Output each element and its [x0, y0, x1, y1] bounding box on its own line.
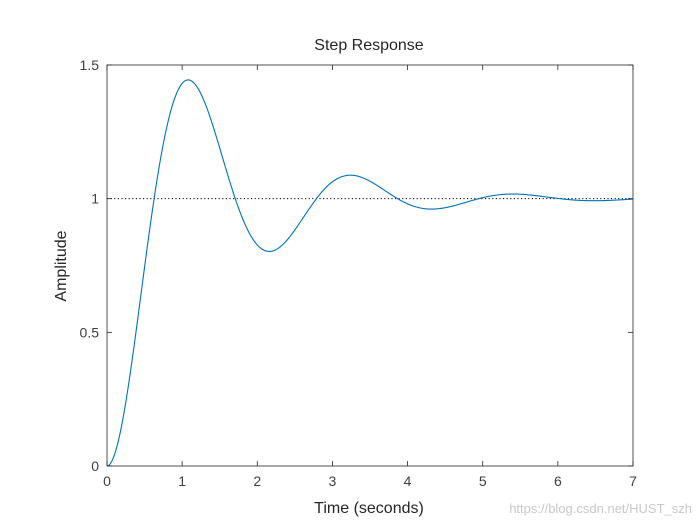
y-axis-label: Amplitude [53, 230, 70, 301]
axes-box [106, 64, 634, 467]
step-response-line [106, 79, 634, 467]
x-tick-label: 1 [178, 473, 186, 489]
watermark-text: https://blog.csdn.net/HUST_szh [509, 501, 692, 516]
x-axis-label: Time (seconds) [314, 500, 424, 517]
y-tick-label: 1.5 [80, 57, 100, 73]
y-tick-label: 0 [91, 458, 99, 474]
chart-title: Step Response [314, 37, 424, 54]
x-tick-label: 2 [253, 473, 261, 489]
x-tick-label: 0 [103, 473, 111, 489]
x-tick-label: 6 [554, 473, 562, 489]
y-tick-label: 0.5 [80, 324, 100, 340]
x-tick-label: 7 [629, 473, 637, 489]
x-tick-label: 3 [329, 473, 337, 489]
tick-layer: 0 1 2 3 4 5 6 7 0 0.5 1 1.5 [80, 57, 638, 489]
x-tick-label: 4 [404, 473, 412, 489]
x-tick-label: 5 [479, 473, 487, 489]
y-tick-label: 1 [91, 191, 99, 207]
series-layer [106, 79, 634, 467]
plot-area: 0 1 2 3 4 5 6 7 0 0.5 1 1.5 [80, 57, 638, 489]
